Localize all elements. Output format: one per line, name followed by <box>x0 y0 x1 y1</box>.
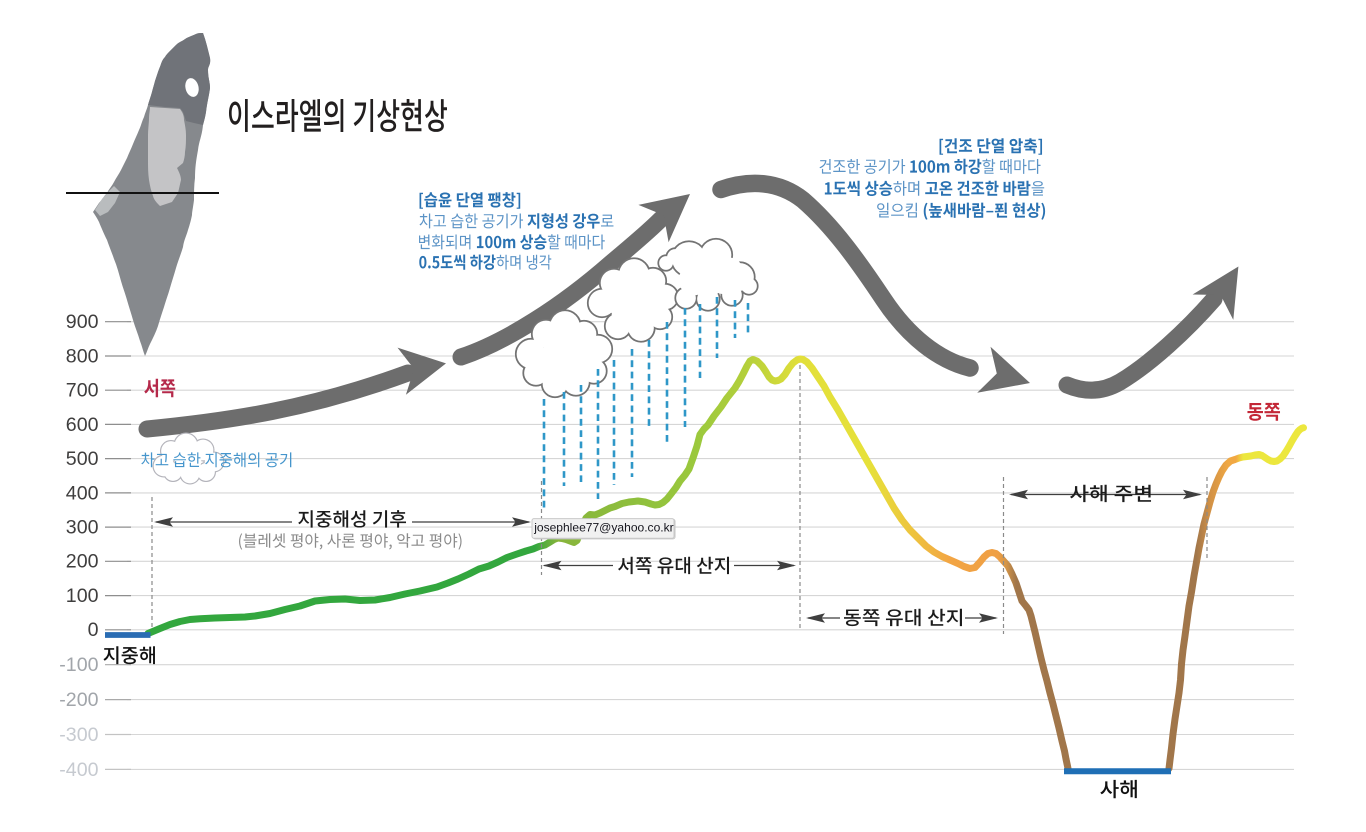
svg-text:-300: -300 <box>59 724 98 746</box>
svg-text:900: 900 <box>66 311 99 333</box>
svg-text:100: 100 <box>66 585 99 607</box>
svg-text:0: 0 <box>88 619 99 641</box>
svg-text:-400: -400 <box>59 759 98 781</box>
svg-text:500: 500 <box>66 448 99 470</box>
svg-text:800: 800 <box>66 345 99 367</box>
svg-text:200: 200 <box>66 551 99 573</box>
svg-text:josephlee77@yahoo.co.kr: josephlee77@yahoo.co.kr <box>533 521 673 535</box>
svg-text:-200: -200 <box>59 689 98 711</box>
svg-text:-100: -100 <box>59 654 98 676</box>
svg-text:300: 300 <box>66 517 99 539</box>
svg-text:600: 600 <box>66 414 99 436</box>
svg-text:700: 700 <box>66 380 99 402</box>
svg-text:400: 400 <box>66 482 99 504</box>
